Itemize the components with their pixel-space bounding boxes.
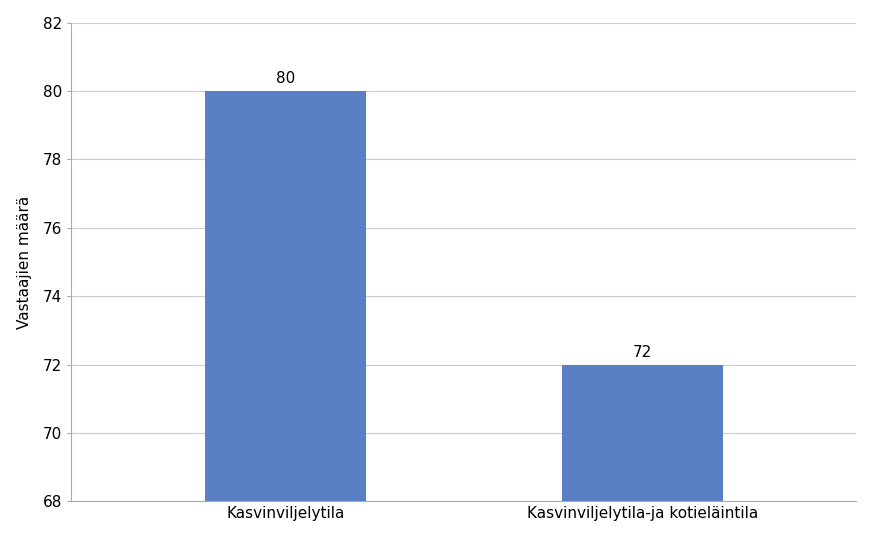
Y-axis label: Vastaajien määrä: Vastaajien määrä bbox=[17, 195, 31, 329]
Bar bbox=[562, 365, 723, 501]
Text: 80: 80 bbox=[276, 71, 295, 86]
Text: 72: 72 bbox=[633, 344, 652, 359]
Bar bbox=[205, 91, 366, 501]
